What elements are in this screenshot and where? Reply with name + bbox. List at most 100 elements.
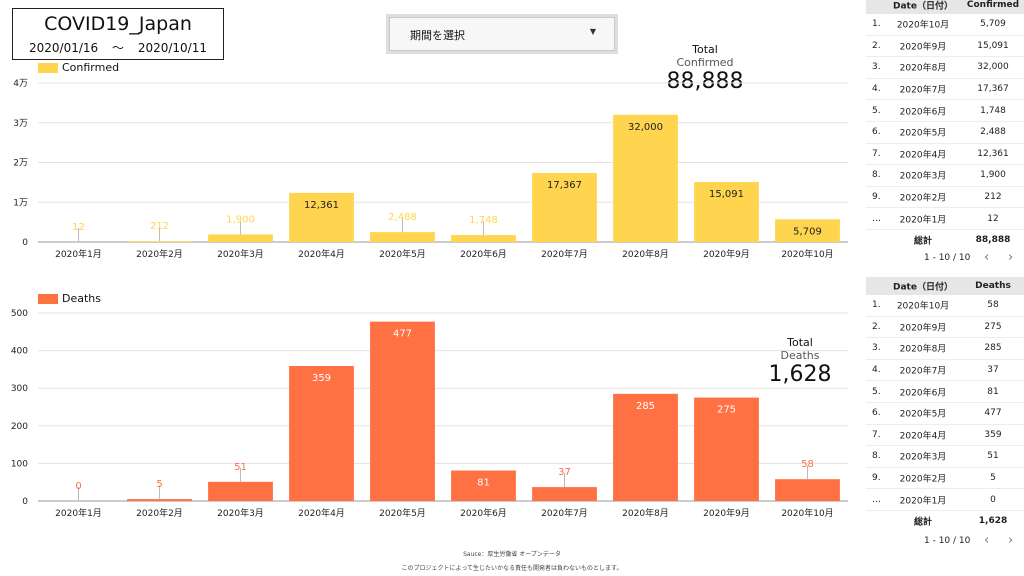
row-value: 1,900	[980, 170, 1006, 181]
table-row[interactable]: 5. 2020年6月 1,748	[866, 100, 1024, 122]
table-total-row: 総計 88,888	[866, 230, 1024, 250]
table-row[interactable]: 8. 2020年3月 51	[866, 446, 1024, 468]
x-tick-label: 2020年10月	[781, 248, 833, 260]
source-note: Sauce：厚生労働省 オープンデータ	[463, 551, 561, 558]
row-date: 2020年5月	[899, 128, 947, 139]
table-row[interactable]: 2. 2020年9月 15,091	[866, 36, 1024, 58]
period-select-field[interactable]: 期間を選択 ▼	[389, 17, 615, 51]
y-tick-label: 100	[11, 459, 28, 469]
row-index: 2.	[872, 321, 881, 332]
data-label: 58	[801, 459, 814, 470]
row-value: 285	[984, 343, 1002, 354]
data-label: 212	[150, 221, 169, 232]
row-index: 6.	[872, 408, 881, 419]
row-date: 2020年2月	[899, 193, 947, 204]
legend-deaths[interactable]: Deaths	[38, 292, 101, 305]
table-row[interactable]: 7. 2020年4月 12,361	[866, 144, 1024, 166]
table-total-value: 88,888	[975, 234, 1011, 245]
row-index: 4.	[872, 84, 881, 95]
row-date: 2020年1月	[899, 496, 947, 507]
table-row[interactable]: 4. 2020年7月 37	[866, 360, 1024, 382]
table-row[interactable]: … 2020年1月 12	[866, 208, 1024, 230]
table-total-row: 総計 1,628	[866, 511, 1024, 531]
bar	[127, 241, 192, 242]
bar	[613, 114, 678, 242]
bar	[370, 232, 435, 242]
table-row[interactable]: 6. 2020年5月 477	[866, 403, 1024, 425]
table-row[interactable]: 3. 2020年8月 32,000	[866, 57, 1024, 79]
row-index: 3.	[872, 343, 881, 354]
row-date: 2020年10月	[896, 301, 950, 312]
x-tick-label: 2020年10月	[781, 507, 833, 519]
period-select-dropdown[interactable]: 期間を選択 ▼	[386, 14, 618, 54]
table-row[interactable]: … 2020年1月 0	[866, 489, 1024, 511]
row-index: 1.	[872, 300, 881, 311]
column-header-date[interactable]: Date（日付）	[893, 1, 953, 12]
x-tick-label: 2020年5月	[379, 507, 426, 519]
bar	[532, 487, 597, 501]
date-start: 2020/01/16	[28, 41, 99, 55]
x-tick-label: 2020年9月	[703, 248, 750, 260]
row-index: 5.	[872, 105, 881, 116]
chevron-right-icon[interactable]: ›	[1008, 250, 1014, 265]
y-tick-label: 3万	[13, 119, 28, 129]
row-value: 15,091	[977, 40, 1009, 51]
table-row[interactable]: 9. 2020年2月 212	[866, 187, 1024, 209]
row-index: 8.	[872, 170, 881, 181]
row-value: 0	[990, 494, 996, 505]
column-header-confirmed[interactable]: Confirmed	[966, 0, 1020, 10]
chevron-left-icon[interactable]: ‹	[984, 250, 990, 265]
data-label: 1,748	[469, 215, 498, 226]
x-tick-label: 2020年4月	[298, 248, 345, 260]
table-row[interactable]: 8. 2020年3月 1,900	[866, 165, 1024, 187]
row-date: 2020年4月	[899, 150, 947, 161]
data-label: 285	[636, 401, 655, 412]
legend-confirmed[interactable]: Confirmed	[38, 61, 119, 74]
row-value: 12,361	[977, 148, 1009, 159]
row-value: 81	[987, 386, 999, 397]
bar	[289, 192, 354, 242]
x-tick-label: 2020年2月	[136, 507, 183, 519]
row-value: 1,748	[980, 105, 1006, 116]
chevron-down-icon[interactable]: ▼	[589, 27, 596, 36]
table-row[interactable]: 4. 2020年7月 17,367	[866, 79, 1024, 101]
row-date: 2020年9月	[899, 323, 947, 334]
table-row[interactable]: 2. 2020年9月 275	[866, 317, 1024, 339]
x-tick-label: 2020年4月	[298, 507, 345, 519]
y-tick-label: 500	[11, 309, 28, 319]
x-tick-label: 2020年9月	[703, 507, 750, 519]
row-index: 9.	[872, 473, 881, 484]
table-row[interactable]: 5. 2020年6月 81	[866, 381, 1024, 403]
x-tick-label: 2020年6月	[460, 248, 507, 260]
total-deaths-label: Total	[787, 336, 813, 349]
table-row[interactable]: 9. 2020年2月 5	[866, 468, 1024, 490]
row-value: 12	[987, 213, 999, 224]
row-index: 9.	[872, 192, 881, 203]
column-header-date[interactable]: Date（日付）	[893, 282, 953, 293]
date-end: 2020/10/11	[137, 41, 207, 55]
table-row[interactable]: 6. 2020年5月 2,488	[866, 122, 1024, 144]
table-row[interactable]: 3. 2020年8月 285	[866, 338, 1024, 360]
table-row[interactable]: 1. 2020年10月 5,709	[866, 14, 1024, 36]
column-header-deaths[interactable]: Deaths	[975, 281, 1011, 291]
data-label: 51	[234, 462, 247, 473]
table-row[interactable]: 7. 2020年4月 359	[866, 425, 1024, 447]
row-date: 2020年7月	[899, 85, 947, 96]
x-tick-label: 2020年3月	[217, 248, 264, 260]
total-deaths-sublabel: Deaths	[780, 349, 820, 362]
deaths-table: Date（日付） Deaths 1. 2020年10月 58 2. 2020年9月 275…	[866, 277, 1024, 531]
bar	[451, 470, 516, 501]
row-value: 5	[990, 473, 996, 484]
row-value: 58	[987, 300, 999, 311]
total-deaths-value: 1,628	[768, 362, 832, 387]
legend-swatch-deaths	[38, 294, 58, 304]
total-confirmed-value: 88,888	[666, 69, 744, 94]
chevron-left-icon[interactable]: ‹	[984, 533, 990, 548]
row-index: 8.	[872, 451, 881, 462]
chevron-right-icon[interactable]: ›	[1008, 533, 1014, 548]
row-date: 2020年4月	[899, 431, 947, 442]
table-row[interactable]: 1. 2020年10月 58	[866, 295, 1024, 317]
data-label: 0	[75, 481, 81, 492]
table-total-label: 総計	[913, 517, 932, 528]
y-tick-label: 0	[22, 238, 28, 248]
